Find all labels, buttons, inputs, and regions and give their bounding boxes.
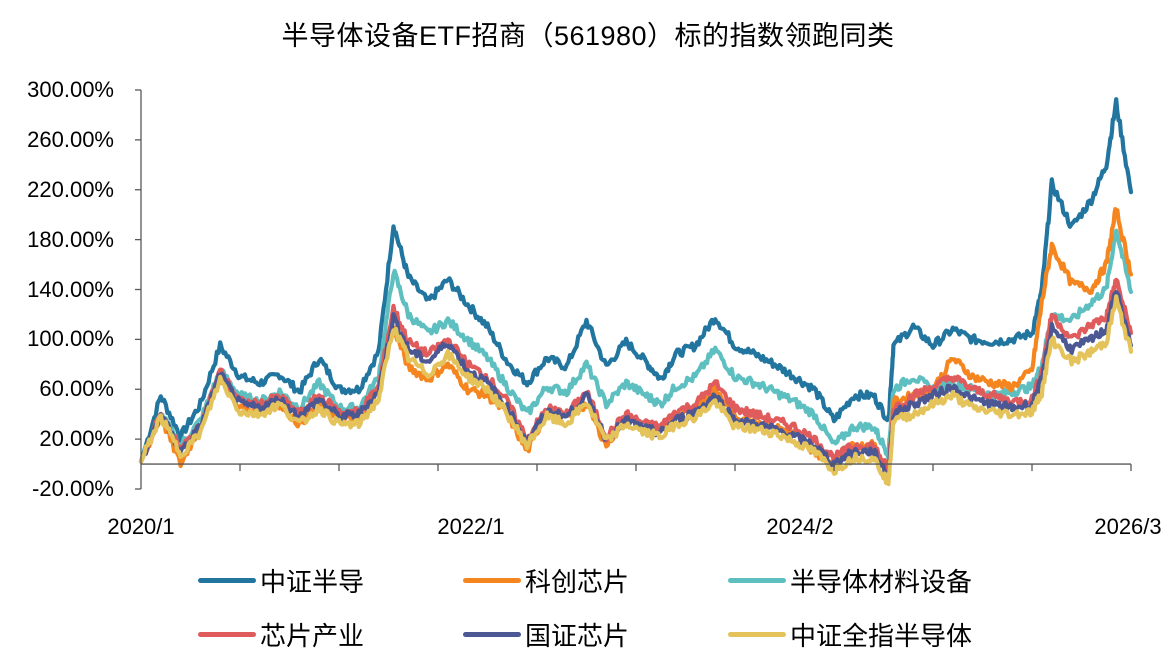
series-line [138,294,1134,487]
x-tick-label: 2026/3 [1094,514,1162,539]
legend-label: 国证芯片 [525,620,630,651]
x-tick-label: 2024/2 [766,514,834,539]
legend-line-icon [728,631,786,637]
legend-item-bandaoti-cailiao-shebei[interactable]: 半导体材料设备 [728,562,972,598]
legend-item-zhongzheng-quanzhi-bandaoti[interactable]: 中证全指半导体 [728,616,972,652]
y-tick-label: 20.00% [39,426,114,451]
legend-label: 芯片产业 [260,620,365,651]
series-line [138,290,1134,479]
y-tick-label: 100.00% [27,326,114,351]
x-tick-label: 2022/1 [437,514,505,539]
series-line [138,228,1134,464]
legend-label: 中证全指半导体 [790,620,973,651]
legend-line-icon [728,577,786,583]
legend-label: 半导体材料设备 [790,566,973,597]
y-tick-label: 260.00% [27,127,114,152]
y-tick-label: 180.00% [27,227,114,252]
legend-label: 中证半导 [260,566,365,597]
y-tick-label: 220.00% [27,177,114,202]
y-tick-label: 300.00% [27,77,114,102]
legend-item-zhongzheng-bandao[interactable]: 中证半导 [198,562,364,598]
legend-item-guozheng-xinpian[interactable]: 国证芯片 [463,616,629,652]
y-tick-label: 60.00% [39,376,114,401]
legend-line-icon [463,631,521,637]
x-tick-label: 2020/1 [107,514,175,539]
chart-title: 半导体设备ETF招商（561980）标的指数领跑同类 [281,21,895,51]
legend-line-icon [198,631,256,637]
axes [135,89,1132,490]
y-tick-label: 140.00% [27,277,114,302]
legend-line-icon [463,577,521,583]
y-tick-label: -20.00% [32,476,114,501]
legend-label: 科创芯片 [525,566,630,597]
legend-line-icon [198,577,256,583]
legend-item-xinpian-chanye[interactable]: 芯片产业 [198,616,364,652]
series-lines [138,97,1134,487]
legend-item-kechuang-xinpian[interactable]: 科创芯片 [463,562,629,598]
series-line [138,97,1134,464]
